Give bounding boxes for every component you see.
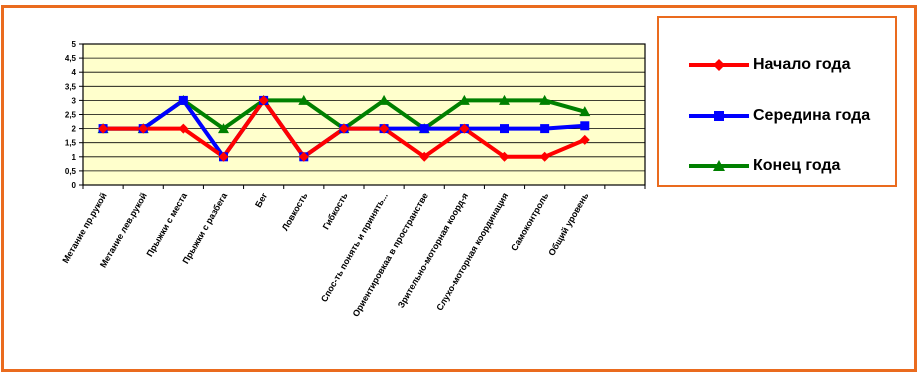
- data-point-square: [178, 95, 188, 105]
- x-tick-label: Прыжки с места: [144, 190, 189, 258]
- data-point-triangle: [378, 94, 390, 105]
- data-point-diamond: [138, 123, 149, 134]
- x-tick-label: Гибкость: [321, 191, 350, 232]
- data-point-diamond: [98, 123, 109, 134]
- legend-item-seredina: Середина года: [687, 104, 870, 128]
- legend-marker-triangle-icon: [689, 160, 749, 171]
- data-point-triangle: [539, 94, 551, 105]
- x-tick-label: Зрительно-моторная коорд-я: [396, 191, 470, 310]
- y-tick-label: 1: [72, 153, 77, 162]
- data-point-diamond: [579, 134, 590, 145]
- y-tick-label: 1,5: [65, 139, 77, 148]
- data-point-diamond: [459, 123, 470, 134]
- legend-label: Середина года: [753, 107, 871, 124]
- data-point-diamond: [178, 123, 189, 134]
- data-point-triangle: [298, 94, 310, 105]
- x-tick-label: Прыжки с разбега: [180, 190, 229, 265]
- data-point-diamond: [539, 151, 550, 162]
- data-point-diamond: [258, 95, 269, 106]
- y-tick-label: 4,5: [65, 54, 77, 63]
- data-point-diamond: [338, 123, 349, 134]
- y-tick-label: 2: [72, 125, 77, 134]
- y-tick-label: 3,5: [65, 82, 77, 91]
- data-point-triangle: [218, 123, 229, 134]
- data-point-square: [419, 124, 429, 134]
- legend-label: Конец года: [753, 157, 841, 174]
- data-point-diamond: [419, 151, 430, 162]
- x-tick-label: Спос-ть понять и принять...: [319, 191, 390, 304]
- y-tick-label: 3: [72, 96, 77, 105]
- x-tick-label: Метание пр.рукой: [60, 191, 108, 265]
- legend-item-konets: Конец года: [687, 154, 840, 178]
- data-point-square: [580, 121, 590, 131]
- x-tick-label: Общий уровень: [546, 191, 590, 258]
- legend: Начало года Середина года Конец года: [657, 16, 897, 187]
- data-point-square: [500, 124, 509, 134]
- data-point-diamond: [379, 123, 390, 134]
- legend-item-nachalo: Начало года: [687, 53, 850, 77]
- data-point-triangle: [458, 94, 470, 105]
- data-point-diamond: [298, 151, 309, 162]
- x-tick-label: Метание лев.рукой: [98, 191, 149, 269]
- x-tick-label: Ориентировкаа в пространстве: [351, 191, 430, 319]
- x-tick-label: Самоконтроль: [509, 191, 551, 253]
- legend-marker-square-icon: [689, 111, 749, 121]
- data-point-triangle: [499, 94, 510, 105]
- x-tick-label: Ловкость: [280, 191, 310, 233]
- data-point-diamond: [218, 151, 229, 162]
- y-tick-label: 2,5: [65, 111, 77, 120]
- legend-marker-diamond-icon: [689, 59, 749, 71]
- data-point-diamond: [499, 151, 510, 162]
- data-point-square: [540, 124, 550, 134]
- y-tick-label: 0,5: [65, 167, 77, 176]
- y-tick-label: 4: [72, 68, 77, 77]
- x-tick-label: Слухо-моторная координация: [434, 191, 510, 312]
- legend-label: Начало года: [753, 56, 851, 73]
- data-point-triangle: [579, 106, 591, 117]
- y-tick-label: 5: [72, 40, 77, 49]
- y-tick-label: 0: [72, 181, 77, 190]
- x-tick-label: Бег: [253, 191, 269, 209]
